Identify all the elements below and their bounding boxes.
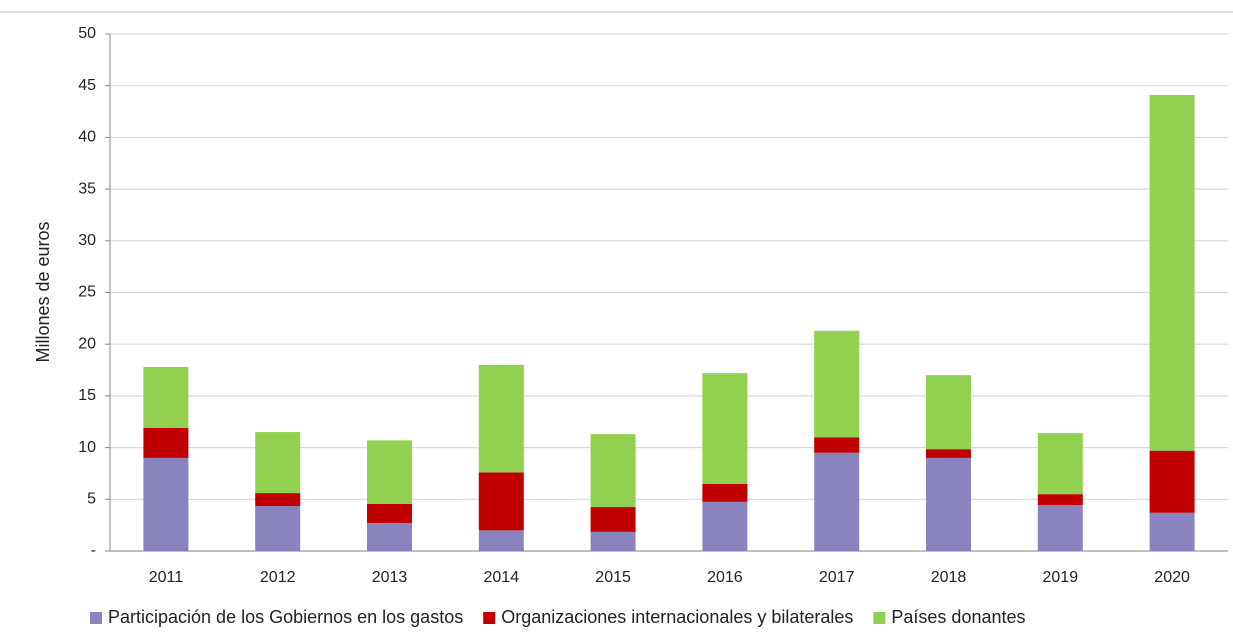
bar-segment bbox=[143, 427, 189, 458]
x-tick-label: 2015 bbox=[595, 569, 631, 586]
legend-swatch bbox=[483, 612, 496, 624]
bar-segment bbox=[926, 375, 971, 450]
x-tick-label: 2018 bbox=[931, 569, 967, 586]
legend-text: Países donantes bbox=[891, 607, 1025, 627]
y-tick-label: 20 bbox=[78, 335, 96, 352]
legend-text: Organizaciones internacionales y bilater… bbox=[501, 607, 853, 627]
bar-segment bbox=[926, 457, 971, 551]
bar-segment bbox=[478, 472, 524, 531]
y-tick-label: 45 bbox=[78, 77, 96, 94]
bar-segment bbox=[478, 364, 524, 473]
x-tick-label: 2014 bbox=[484, 569, 520, 586]
bar-segment bbox=[1037, 433, 1083, 495]
bar-segment bbox=[1149, 512, 1195, 551]
x-tick-label: 2017 bbox=[819, 569, 855, 586]
bar-segment bbox=[814, 437, 860, 453]
bar-segment bbox=[590, 531, 636, 551]
bar-segment bbox=[814, 330, 860, 438]
y-tick-label: 15 bbox=[78, 387, 96, 404]
y-tick-label: 30 bbox=[78, 232, 96, 249]
bar-segment bbox=[255, 493, 301, 507]
bar-segment bbox=[1037, 504, 1083, 551]
y-tick-label: 40 bbox=[78, 129, 96, 146]
x-tick-label: 2011 bbox=[149, 569, 184, 586]
x-tick-label: 2019 bbox=[1043, 569, 1079, 586]
bar-segment bbox=[255, 506, 301, 551]
bar-segment bbox=[702, 373, 748, 484]
bar-segment bbox=[590, 507, 636, 532]
bar-segment bbox=[143, 366, 189, 428]
bar-segment bbox=[1149, 95, 1195, 451]
x-tick-label: 2016 bbox=[707, 569, 743, 586]
legend-swatch bbox=[90, 612, 102, 624]
y-tick-label: 25 bbox=[78, 284, 96, 301]
bar-segment bbox=[814, 452, 860, 551]
bar-segment bbox=[702, 501, 748, 551]
y-tick-label: 10 bbox=[78, 439, 96, 456]
legend-swatch bbox=[873, 612, 886, 624]
x-tick-label: 2013 bbox=[372, 569, 408, 586]
y-tick-label: - bbox=[91, 542, 96, 559]
bar-segment bbox=[143, 457, 189, 551]
bar-segment bbox=[702, 483, 748, 502]
bar-segment bbox=[478, 530, 524, 551]
bar-segment bbox=[1149, 450, 1195, 513]
x-tick-label: 2020 bbox=[1154, 569, 1190, 586]
bar-segment bbox=[590, 434, 636, 508]
bar-segment bbox=[367, 503, 412, 524]
y-tick-label: 50 bbox=[78, 25, 96, 42]
y-tick-label: 35 bbox=[78, 180, 96, 197]
bar-segment bbox=[926, 449, 971, 458]
y-axis-label: Millones de euros bbox=[33, 221, 53, 362]
bar-segment bbox=[1037, 494, 1083, 505]
x-tick-label: 2012 bbox=[260, 569, 296, 586]
bar-segment bbox=[255, 432, 301, 494]
y-tick-label: 5 bbox=[87, 491, 96, 508]
legend-text: Participación de los Gobiernos en los ga… bbox=[108, 607, 463, 627]
bar-segment bbox=[367, 440, 412, 504]
bar-segment bbox=[367, 523, 412, 551]
